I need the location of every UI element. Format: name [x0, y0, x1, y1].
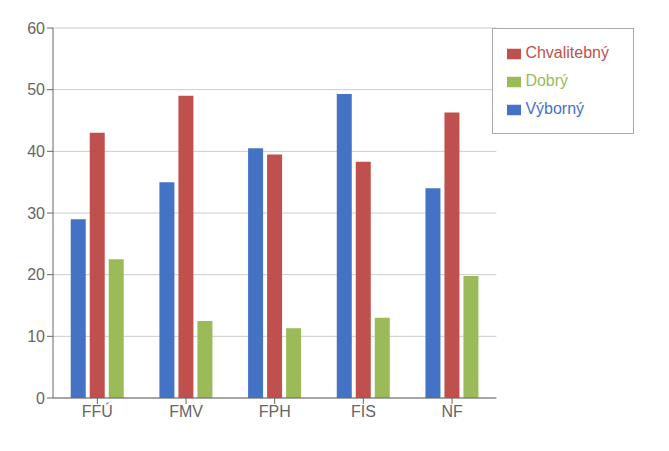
svg-text:60: 60	[27, 20, 45, 37]
html-text:Dobrý: Dobrý	[525, 72, 569, 89]
svg-text:FMV: FMV	[169, 403, 203, 420]
svg-text:FIS: FIS	[351, 403, 376, 420]
svg-text:0: 0	[36, 390, 45, 407]
svg-text:NF: NF	[441, 403, 463, 420]
svg-text:FPH: FPH	[259, 403, 291, 420]
svg-text:FFÚ: FFÚ	[82, 402, 113, 420]
svg-text:50: 50	[27, 81, 45, 98]
html-text:Výborný: Výborný	[525, 100, 585, 117]
svg-text:40: 40	[27, 143, 45, 160]
svg-text:30: 30	[27, 205, 45, 222]
html-text:Chvalitebný: Chvalitebný	[525, 44, 609, 61]
svg-text:10: 10	[27, 328, 45, 345]
svg-text:20: 20	[27, 266, 45, 283]
